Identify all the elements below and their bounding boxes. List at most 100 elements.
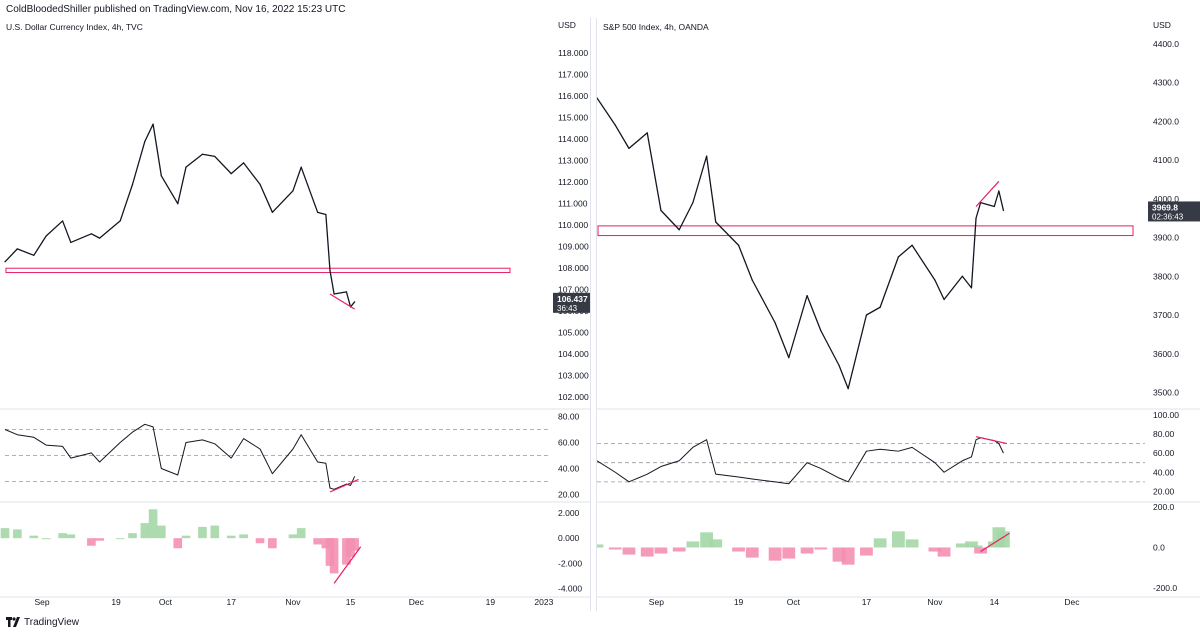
time-tick-label: Oct (159, 597, 173, 607)
price-point (300, 166, 302, 168)
price-point (90, 233, 92, 235)
rsi-tick-label: 20.00 (558, 490, 580, 500)
currency-label: USD (558, 20, 576, 30)
price-point (788, 357, 790, 359)
time-tick-label: 19 (734, 597, 744, 607)
price-tick-label: 114.000 (558, 134, 588, 144)
histogram-bar (937, 547, 951, 557)
histogram-bar (128, 533, 137, 539)
tradingview-logo-icon (6, 617, 20, 627)
footer: TradingView (0, 611, 1200, 634)
rsi-line (596, 437, 1004, 485)
dxy-chart-svg[interactable]: U.S. Dollar Currency Index, 4h, TVC USD 11… (0, 18, 590, 611)
price-tick-label: 104.000 (558, 349, 589, 359)
histogram-bar (800, 547, 814, 554)
price-point (646, 132, 648, 134)
histogram-tick-label: 0.000 (558, 533, 580, 543)
price-tick-label: 109.000 (558, 242, 589, 252)
histogram-bar (969, 545, 983, 548)
price-series-line (4, 123, 356, 308)
histogram-bar (0, 528, 10, 539)
price-point (152, 123, 154, 125)
price-point (737, 244, 740, 246)
price-point (185, 166, 187, 168)
price-tick-label: 3800.0 (1153, 271, 1179, 281)
price-point (865, 314, 868, 316)
price-tick-label: 3700.0 (1153, 310, 1179, 320)
price-point (879, 306, 881, 308)
dxy-chart-panel[interactable]: U.S. Dollar Currency Index, 4h, TVC USD 11… (0, 18, 591, 611)
price-point (751, 279, 753, 281)
histogram-bar (654, 547, 668, 554)
price-point (70, 241, 72, 244)
price-point (271, 211, 273, 213)
price-point (4, 261, 6, 263)
price-tick-label: 113.000 (558, 156, 588, 166)
histogram-bar (140, 523, 150, 539)
price-tick-label: 118.000 (558, 48, 588, 58)
histogram-bar (115, 538, 125, 540)
last-price-label: 3969.8 (1152, 202, 1178, 212)
histogram-bar (686, 541, 700, 548)
currency-label: USD (1153, 20, 1171, 30)
time-tick-label: 14 (990, 597, 1000, 607)
rsi-tick-label: 20.00 (1153, 486, 1175, 496)
histogram-bar (296, 528, 306, 539)
price-tick-label: 112.000 (558, 177, 588, 187)
histogram-tick-label: 0.0 (1153, 542, 1165, 552)
histogram-divergence-line (980, 532, 1010, 553)
histogram-bar (768, 547, 782, 561)
price-point (1002, 209, 1005, 212)
price-tick-label: 4300.0 (1153, 78, 1179, 88)
price-point (706, 155, 708, 157)
histogram-bar (905, 539, 919, 548)
price-point (943, 298, 945, 301)
price-point (33, 254, 35, 256)
price-point (934, 279, 936, 281)
histogram-bar (892, 531, 905, 548)
spx-chart-panel[interactable]: S&P 500 Index, 4h, OANDA USD 4400.0 4300.0 4… (590, 18, 1200, 611)
price-tick-label: 102.000 (558, 392, 589, 402)
time-tick-label: 2023 (534, 597, 553, 607)
histogram-bar (732, 547, 745, 552)
price-point (317, 211, 319, 213)
footer-brand: TradingView (24, 617, 80, 628)
rsi-divergence-line (329, 478, 359, 493)
time-tick-label: 15 (346, 597, 356, 607)
chart-title: S&P 500 Index, 4h, OANDA (603, 22, 709, 32)
price-point (847, 388, 849, 390)
price-point (177, 203, 179, 205)
price-point (838, 364, 840, 366)
price-tick-label: 108.000 (558, 263, 589, 273)
price-series-line (596, 97, 1005, 390)
price-zone-rect (597, 225, 1134, 237)
price-zone-rect (5, 267, 511, 274)
price-point (678, 229, 680, 231)
histogram-bar (672, 547, 686, 552)
histogram-bar (173, 538, 183, 549)
price-tick-label: 110.000 (558, 220, 588, 230)
histogram-bar (745, 547, 759, 558)
histogram-bar (239, 534, 248, 539)
price-tick-label: 4200.0 (1153, 116, 1179, 126)
last-price-label: 106.437 (557, 294, 588, 304)
histogram-bar (955, 543, 969, 548)
price-point (961, 275, 963, 277)
spx-chart-svg[interactable]: S&P 500 Index, 4h, OANDA USD 4400.0 4300.0 4… (590, 18, 1200, 611)
price-tick-label: 4100.0 (1153, 155, 1179, 165)
divergence-line (975, 180, 1000, 207)
rsi-line (4, 423, 356, 490)
price-tick-label: 103.000 (558, 371, 589, 381)
histogram-tick-label: -2.000 (558, 558, 582, 568)
time-tick-label: 17 (227, 597, 237, 607)
histogram-bar (608, 547, 622, 550)
price-point (614, 124, 616, 126)
price-point (131, 183, 134, 185)
histogram-bar (782, 547, 796, 559)
price-point (230, 173, 232, 175)
price-point (975, 217, 977, 219)
publisher-text: ColdBloodedShiller published on TradingV… (6, 4, 346, 15)
histogram-tick-label: -200.0 (1153, 583, 1177, 593)
price-point (45, 235, 47, 237)
price-tick-label: 115.000 (558, 113, 588, 123)
